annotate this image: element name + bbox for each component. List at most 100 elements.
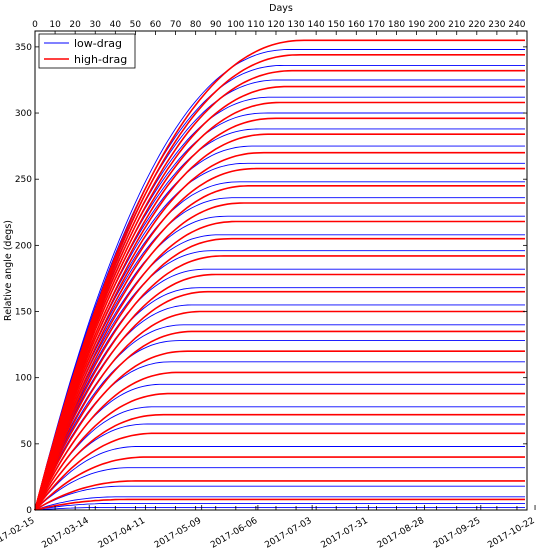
date-tick-label: 2017-04-11 [97, 516, 147, 551]
plot-frame [34, 30, 528, 511]
curve-high-drag-1 [34, 480, 525, 511]
curve-high-drag-25 [34, 39, 525, 511]
top-tick-label: 70 [170, 20, 182, 30]
legend-box [38, 33, 136, 69]
date-tick-label: 2017-07-31 [320, 516, 370, 551]
legend: low-drag high-drag [38, 33, 136, 69]
top-tick-label: 200 [428, 20, 445, 30]
curve-low-drag-1 [34, 502, 525, 511]
curve-high-drag-24 [34, 53, 525, 511]
date-tick-label: 2017-10-22 [486, 516, 536, 551]
top-tick-label: 40 [110, 20, 122, 30]
axes-layer [34, 30, 528, 511]
curve-high-drag-20 [34, 117, 525, 511]
top-tick-label: 120 [267, 20, 284, 30]
series-high-drag [34, 39, 525, 511]
curve-high-drag-10 [34, 290, 525, 511]
curve-high-drag-0 [34, 498, 525, 511]
curve-high-drag-14 [34, 220, 525, 511]
top-tick-label: 90 [210, 20, 222, 30]
curve-high-drag-7 [34, 350, 525, 511]
top-tick-label: 50 [130, 20, 142, 30]
curve-low-drag-26 [34, 64, 525, 511]
top-tick-label: 30 [90, 20, 102, 30]
top-tick-label: 130 [287, 20, 304, 30]
curve-high-drag-8 [34, 330, 525, 511]
top-tick-label: 0 [32, 20, 38, 30]
curve-high-drag-23 [34, 69, 525, 511]
y-tick-label: 200 [15, 241, 32, 251]
curve-low-drag-27 [34, 49, 525, 511]
curve-low-drag-19 [34, 181, 525, 511]
curve-low-drag-10 [34, 340, 525, 511]
y-tick-label: 350 [15, 43, 32, 53]
top-tick-label: 150 [328, 20, 345, 30]
top-tick-label: 60 [150, 20, 162, 30]
top-tick-label: 160 [348, 20, 365, 30]
curve-low-drag-14 [34, 268, 525, 511]
top-tick-label: 240 [508, 20, 525, 30]
curve-high-drag-5 [34, 392, 525, 511]
curve-high-drag-3 [34, 432, 525, 511]
y-tick-label: 50 [21, 440, 33, 450]
curve-low-drag-5 [34, 446, 525, 511]
curve-low-drag-2 [34, 496, 525, 511]
curve-high-drag-18 [34, 151, 525, 511]
curve-low-drag-8 [34, 383, 525, 511]
top-tick-label: 170 [368, 20, 385, 30]
series-layer [34, 39, 525, 511]
legend-label-low-drag: low-drag [74, 37, 122, 50]
curve-high-drag-12 [34, 255, 525, 511]
legend-label-high-drag: high-drag [74, 53, 127, 66]
curve-low-drag-15 [34, 250, 525, 511]
curve-high-drag-22 [34, 85, 525, 511]
curve-high-drag-16 [34, 185, 525, 511]
y-tick-label: 300 [15, 109, 32, 119]
top-tick-label: 180 [388, 20, 405, 30]
top-tick-label: 220 [468, 20, 485, 30]
curve-low-drag-6 [34, 423, 525, 511]
y-tick-label: 0 [26, 506, 32, 516]
curve-low-drag-3 [34, 485, 525, 511]
curve-high-drag-21 [34, 101, 525, 511]
curve-low-drag-7 [34, 406, 525, 511]
curve-high-drag-17 [34, 167, 525, 511]
date-tick-label: 2017-09-25 [432, 516, 482, 551]
top-axis-title: Days [269, 3, 293, 14]
y-tick-label: 150 [15, 308, 32, 318]
top-tick-label: 20 [69, 20, 81, 30]
top-tick-label: 190 [408, 20, 425, 30]
top-tick-label: 10 [49, 20, 61, 30]
curve-high-drag-6 [34, 371, 525, 511]
curve-high-drag-9 [34, 310, 525, 511]
top-tick-label: 110 [247, 20, 264, 30]
curve-low-drag-4 [34, 467, 525, 511]
date-tick-label: 2017-05-09 [153, 516, 204, 551]
date-tick-label: 2017-08-28 [376, 516, 427, 551]
curve-high-drag-11 [34, 273, 525, 511]
curve-high-drag-19 [34, 133, 525, 511]
top-tick-label: 80 [190, 20, 202, 30]
top-tick-label: 230 [488, 20, 505, 30]
ticks-layer: 0 10 20 30 40 50 60 70 80 90 100 110 120 130 140 150 160… [0, 20, 537, 551]
y-tick-label: 250 [15, 175, 32, 185]
curve-low-drag-20 [34, 162, 525, 511]
curve-high-drag-4 [34, 413, 525, 511]
curve-high-drag-15 [34, 202, 525, 511]
date-tick-label: 2017-06-06 [209, 516, 260, 551]
top-tick-label: 140 [308, 20, 325, 30]
curve-high-drag-13 [34, 237, 525, 511]
curve-low-drag-0 [34, 506, 525, 511]
curve-low-drag-17 [34, 215, 525, 511]
curve-low-drag-16 [34, 234, 525, 511]
curve-low-drag-18 [34, 197, 525, 511]
y-axis-title: Relative angle (degs) [3, 220, 14, 321]
date-tick-label: 2017-03-14 [40, 516, 91, 551]
y-tick-label: 100 [15, 374, 32, 384]
curve-high-drag-2 [34, 456, 525, 511]
date-tick-label: 2017-02-15 [0, 516, 37, 551]
date-tick-label: 2017-07-03 [263, 516, 313, 551]
top-tick-label: 210 [448, 20, 465, 30]
